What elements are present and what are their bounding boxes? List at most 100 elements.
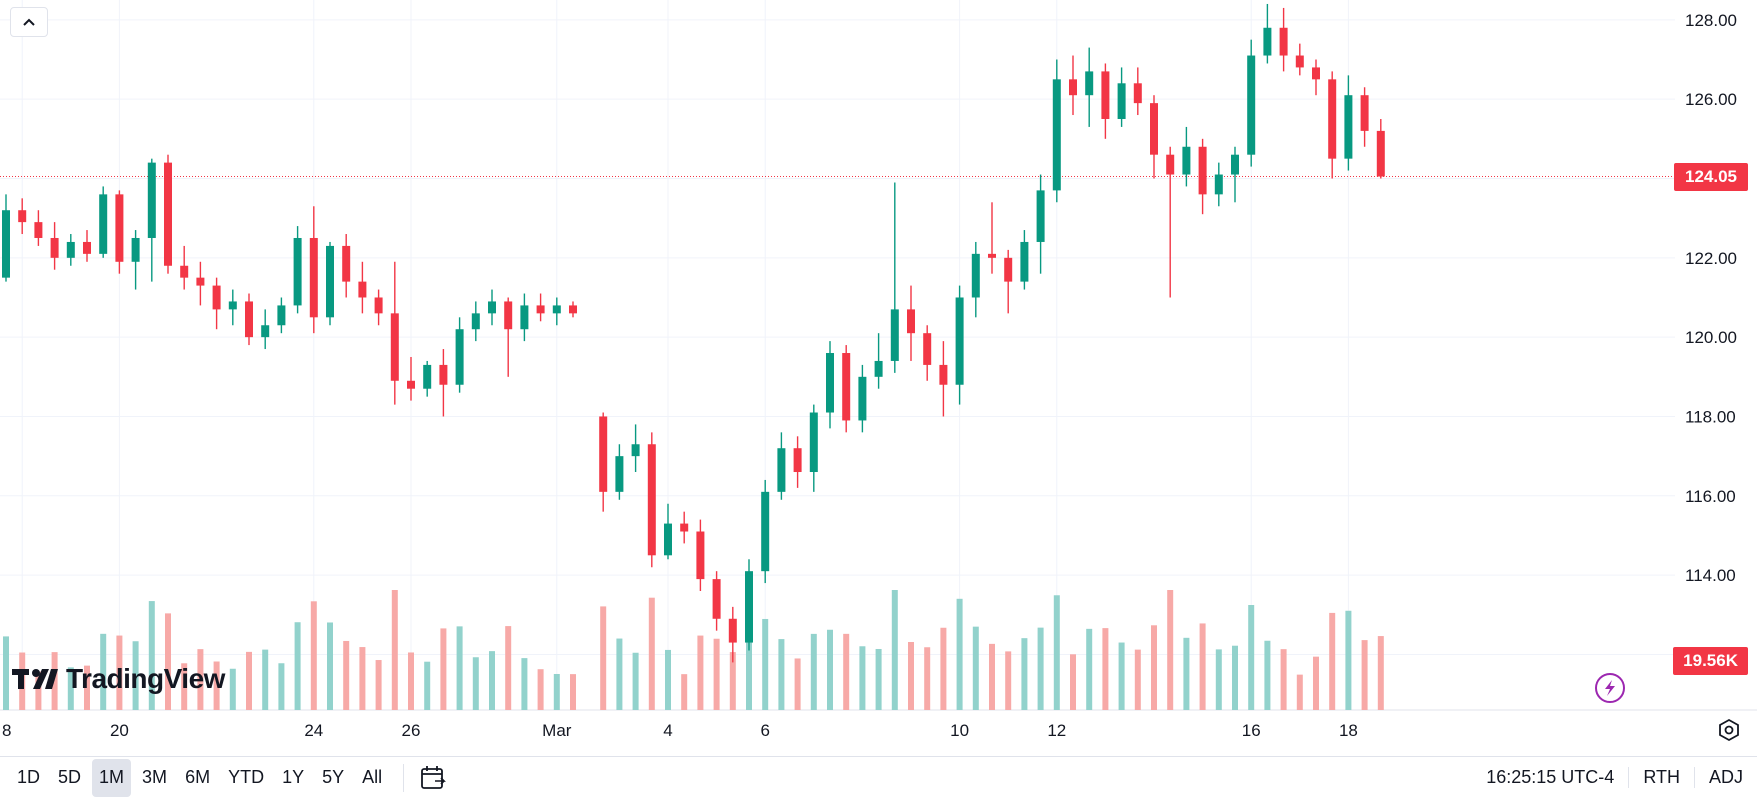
logo-text: TradingView xyxy=(66,663,225,694)
volume-bar xyxy=(262,649,269,710)
candle-body xyxy=(164,162,172,266)
candle-body xyxy=(1117,83,1126,119)
lightning-icon[interactable] xyxy=(1595,673,1625,703)
range-button-all[interactable]: All xyxy=(362,767,383,787)
candle-body xyxy=(50,237,59,258)
volume-bar xyxy=(472,657,479,710)
candle-body xyxy=(712,579,721,619)
tradingview-logo[interactable]: TradingView xyxy=(12,662,225,696)
candle-body xyxy=(971,253,980,298)
volume-bar xyxy=(1183,637,1190,710)
candle-body xyxy=(1214,174,1223,195)
volume-bar xyxy=(132,641,139,710)
volume-bar xyxy=(408,652,414,710)
volume-bar xyxy=(521,658,528,710)
volume-bar xyxy=(424,661,431,710)
volume-bar xyxy=(310,601,317,710)
range-button-1y[interactable]: 1Y xyxy=(282,767,305,787)
time-tick-label: 16 xyxy=(1242,721,1261,740)
candle-body xyxy=(1376,130,1385,177)
candle-body xyxy=(488,301,496,314)
candle-body xyxy=(1036,190,1045,242)
candle-body xyxy=(115,194,124,262)
candle-body xyxy=(874,360,883,377)
bottom-toolbar: 1D 5D 1M 3M 6M YTD 1Y 5Y All 16:25:15 UTC-4 RTH … xyxy=(0,756,1757,798)
volume-bar xyxy=(553,673,560,710)
candle-body xyxy=(680,523,689,532)
session-toggle-rth[interactable]: RTH xyxy=(1628,767,1694,788)
price-chart[interactable]: 128.00126.00124.00122.00120.00118.00116.… xyxy=(0,0,1757,756)
volume-bar xyxy=(1345,610,1352,710)
candle-body xyxy=(955,297,964,385)
range-button-5d[interactable]: 5D xyxy=(58,767,82,787)
volume-bar xyxy=(665,649,671,710)
time-axis[interactable]: 8 20 24 26 Mar 4 6 10 12 16 18 xyxy=(2,721,1358,740)
volume-bar xyxy=(600,606,607,710)
candle-body xyxy=(504,301,513,330)
range-button-6m[interactable]: 6M xyxy=(185,767,211,787)
candle-body xyxy=(66,241,75,258)
volume-bar xyxy=(1329,612,1336,710)
candle-body xyxy=(212,285,221,310)
candle-body xyxy=(390,313,399,381)
candle-body xyxy=(536,305,545,314)
volume-bar xyxy=(1005,651,1012,710)
volume-bar xyxy=(294,622,301,710)
candle-body xyxy=(1198,146,1207,195)
volume-bar xyxy=(1280,649,1287,710)
candle-body xyxy=(809,412,818,473)
volume-bar xyxy=(924,647,931,710)
candle-body xyxy=(1344,95,1353,159)
range-buttons: 1D 5D 1M 3M 6M YTD 1Y 5Y All xyxy=(6,758,389,797)
volume-bar xyxy=(67,667,74,710)
candle-body xyxy=(196,277,205,286)
candle-body xyxy=(83,241,91,254)
volume-bar xyxy=(375,660,382,710)
volume-bar xyxy=(713,638,720,710)
candle-body xyxy=(890,309,899,361)
candle-body xyxy=(631,444,640,457)
grid-lines xyxy=(0,0,1757,711)
volume-bar xyxy=(1037,627,1044,710)
volume-bar xyxy=(489,651,495,710)
volume-bar xyxy=(1199,623,1206,710)
volume-bar xyxy=(827,629,833,710)
candle-body xyxy=(1328,79,1337,159)
price-tick-label: 126.00 xyxy=(1685,90,1737,109)
last-price-tag: 124.05 xyxy=(1674,162,1748,191)
volume-bar xyxy=(729,652,736,710)
candle-body xyxy=(988,253,996,258)
range-button-1d[interactable]: 1D xyxy=(17,767,41,787)
time-tick-label: 6 xyxy=(760,721,769,740)
candle-body xyxy=(939,364,948,385)
price-axis[interactable]: 128.00126.00124.00122.00120.00118.00116.… xyxy=(1685,11,1737,665)
candle-body xyxy=(1231,154,1239,175)
volume-bar xyxy=(746,616,752,710)
candle-body xyxy=(423,364,432,389)
range-button-ytd[interactable]: YTD xyxy=(228,767,265,787)
volume-bar xyxy=(697,635,704,710)
adjust-toggle-adj[interactable]: ADJ xyxy=(1693,767,1757,788)
calendar-range-icon[interactable] xyxy=(418,763,448,793)
price-tick-label: 118.00 xyxy=(1685,407,1736,426)
candle-body xyxy=(228,301,237,310)
candle-body xyxy=(1085,71,1094,96)
range-button-3m[interactable]: 3M xyxy=(142,767,168,787)
time-tick-label: 24 xyxy=(304,721,323,740)
volume-bar xyxy=(1134,649,1141,710)
volume-bar xyxy=(84,665,90,710)
candle-body xyxy=(1166,154,1175,175)
clock-timezone[interactable]: 16:25:15 UTC-4 xyxy=(1486,767,1615,787)
candle-body xyxy=(1360,95,1369,131)
volume-bar xyxy=(51,652,58,710)
volume-bar xyxy=(278,663,285,710)
candlesticks xyxy=(2,3,1385,663)
range-button-1m[interactable]: 1M xyxy=(92,758,132,797)
range-button-5y[interactable]: 5Y xyxy=(322,767,345,787)
candle-body xyxy=(1069,79,1077,96)
collapse-button[interactable] xyxy=(10,7,48,37)
volume-bar xyxy=(989,643,995,710)
candle-body xyxy=(647,444,656,556)
settings-icon[interactable] xyxy=(1717,718,1741,742)
volume-bar xyxy=(794,658,801,710)
